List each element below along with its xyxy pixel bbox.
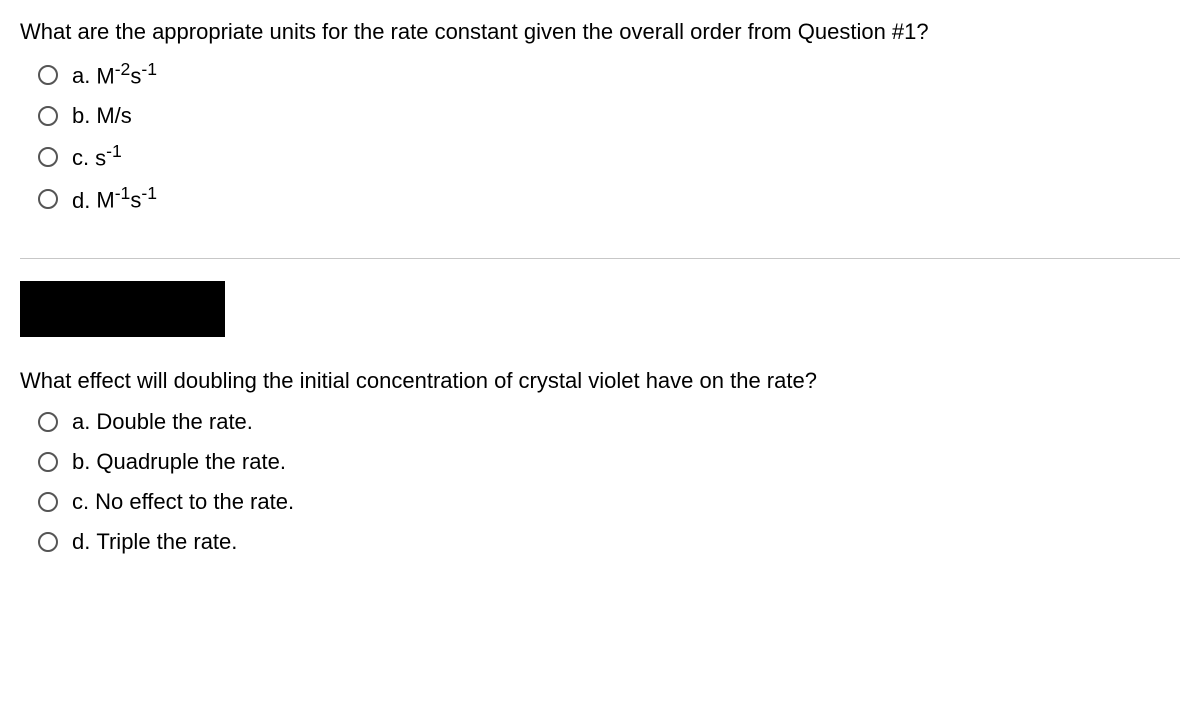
option-text: Quadruple the rate. <box>96 449 286 475</box>
question-1-prompt: What are the appropriate units for the r… <box>20 18 1180 47</box>
radio-icon <box>38 65 58 85</box>
option-q1-b[interactable]: b. M/s <box>38 103 1180 129</box>
section-divider <box>20 258 1180 259</box>
radio-icon <box>38 492 58 512</box>
option-label: c. No effect to the rate. <box>72 489 294 515</box>
option-label: a. Double the rate. <box>72 409 253 435</box>
question-2-options: a. Double the rate. b. Quadruple the rat… <box>20 409 1180 555</box>
radio-icon <box>38 106 58 126</box>
question-2-prompt: What effect will doubling the initial co… <box>20 367 1180 396</box>
option-label: b. M/s <box>72 103 132 129</box>
radio-icon <box>38 532 58 552</box>
unit-expr: M-1s-1 <box>96 185 157 213</box>
option-text: Double the rate. <box>96 409 253 435</box>
option-q2-c[interactable]: c. No effect to the rate. <box>38 489 1180 515</box>
option-q1-a[interactable]: a. M-2s-1 <box>38 61 1180 89</box>
option-text: No effect to the rate. <box>95 489 294 515</box>
radio-icon <box>38 412 58 432</box>
option-label: d. M-1s-1 <box>72 185 157 213</box>
option-q1-c[interactable]: c. s-1 <box>38 143 1180 171</box>
option-label: d. Triple the rate. <box>72 529 237 555</box>
redacted-block <box>20 281 225 337</box>
question-1: What are the appropriate units for the r… <box>20 18 1180 214</box>
option-q1-d[interactable]: d. M-1s-1 <box>38 185 1180 213</box>
option-label: c. s-1 <box>72 143 122 171</box>
unit-expr: M-2s-1 <box>96 61 157 89</box>
radio-icon <box>38 189 58 209</box>
unit-plain: M/s <box>96 103 131 129</box>
option-label: a. M-2s-1 <box>72 61 157 89</box>
option-q2-a[interactable]: a. Double the rate. <box>38 409 1180 435</box>
option-q2-d[interactable]: d. Triple the rate. <box>38 529 1180 555</box>
radio-icon <box>38 147 58 167</box>
unit-expr: s-1 <box>95 143 122 171</box>
question-2: What effect will doubling the initial co… <box>20 367 1180 556</box>
question-1-options: a. M-2s-1 b. M/s c. s-1 <box>20 61 1180 214</box>
option-label: b. Quadruple the rate. <box>72 449 286 475</box>
option-text: Triple the rate. <box>96 529 237 555</box>
radio-icon <box>38 452 58 472</box>
option-q2-b[interactable]: b. Quadruple the rate. <box>38 449 1180 475</box>
